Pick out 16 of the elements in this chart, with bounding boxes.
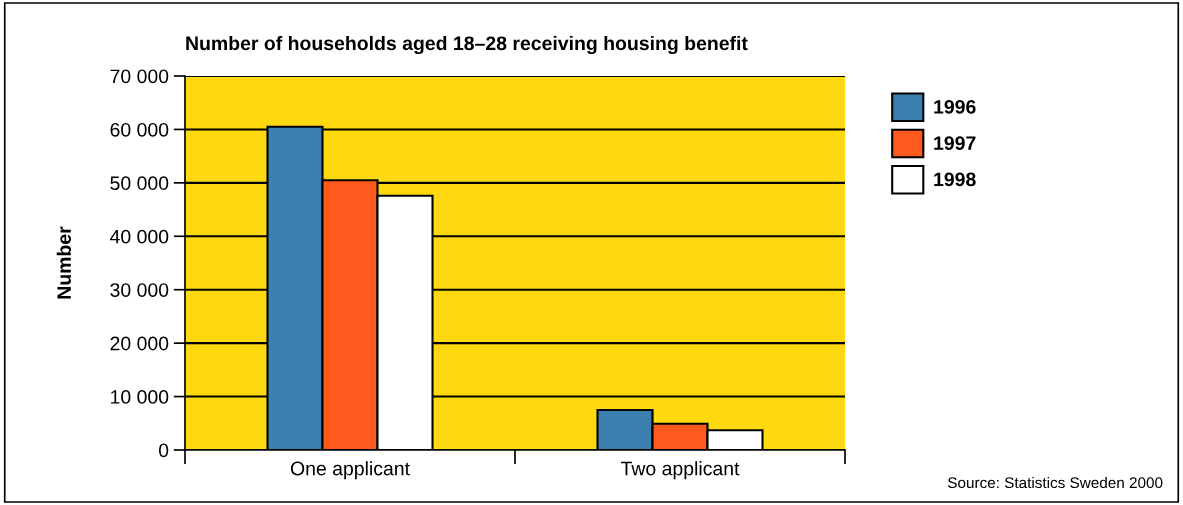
y-tick-label: 0 <box>158 443 169 458</box>
y-tick-label: 20 000 <box>110 336 169 351</box>
x-tick-label: Two applicant <box>620 461 740 480</box>
y-tick-label: 60 000 <box>110 122 169 137</box>
y-tick-label: 50 000 <box>110 176 169 191</box>
legend-label: 1998 <box>934 172 976 187</box>
legend-label: 1996 <box>934 99 976 114</box>
chart-title: Number of households aged 18–28 receiving housing benefit <box>186 35 748 55</box>
y-tick-label: 30 000 <box>110 283 169 297</box>
x-tick-label: One applicant <box>290 461 410 480</box>
source-note: Source: Statistics Sweden 2000 <box>948 476 1163 489</box>
y-axis-title: Number <box>56 226 71 299</box>
legend-label: 1997 <box>934 136 976 150</box>
y-tick-label: 40 000 <box>110 229 169 244</box>
y-tick-label: 10 000 <box>111 390 169 404</box>
y-tick-label: 70 000 <box>110 69 169 84</box>
